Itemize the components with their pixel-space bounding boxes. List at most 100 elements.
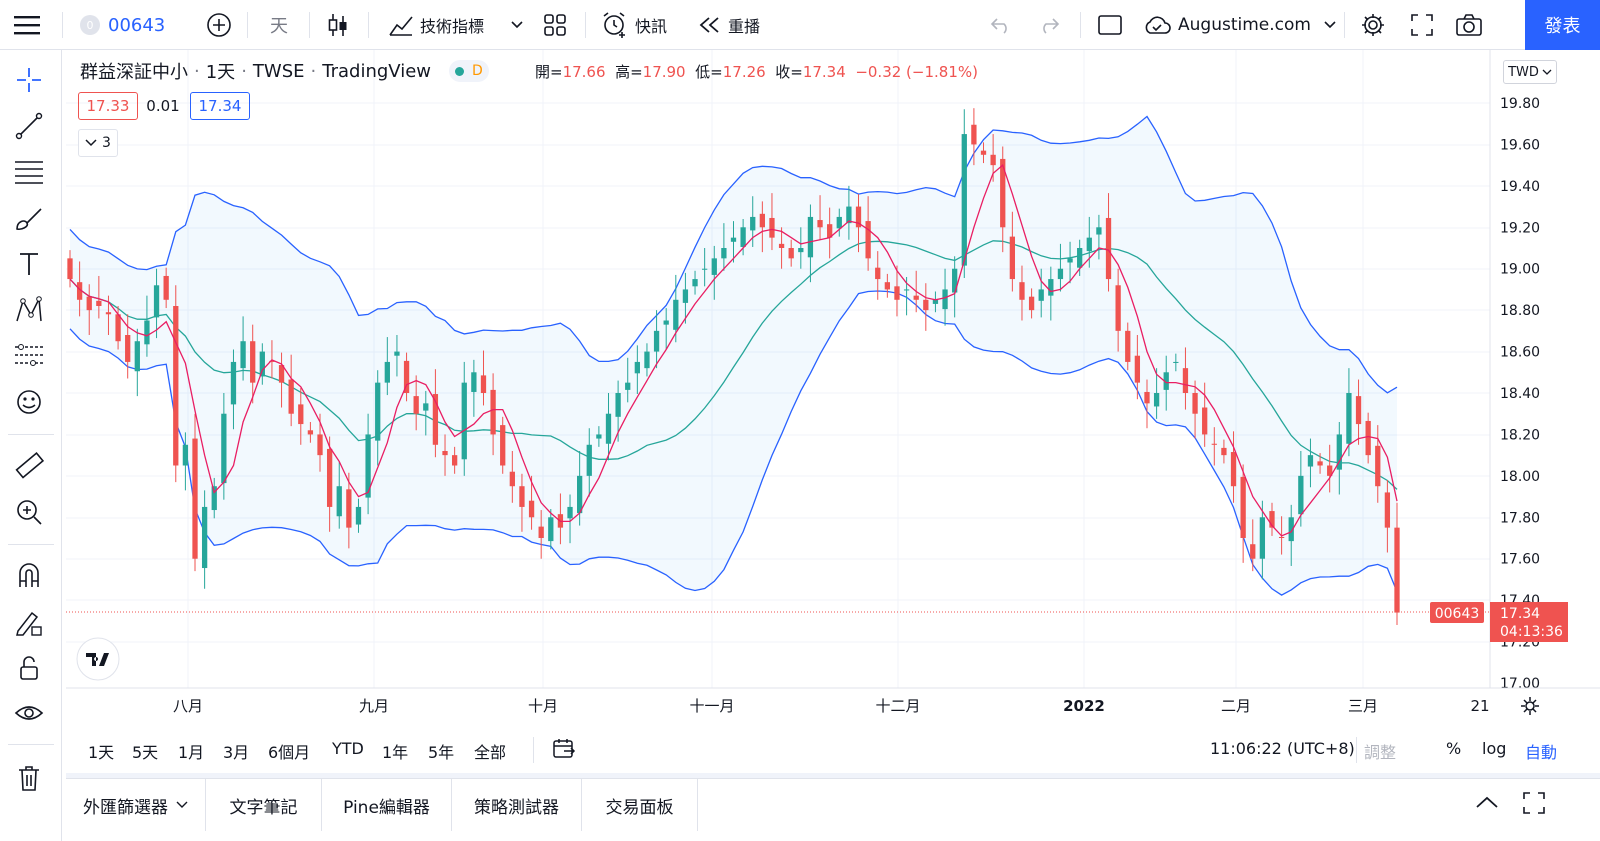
candle-body <box>1394 527 1400 613</box>
candle <box>1125 322 1131 371</box>
menu-icon[interactable] <box>14 0 40 50</box>
candle-body <box>240 341 246 369</box>
candle-body <box>923 299 929 311</box>
tab-pine-editor[interactable]: Pine編輯器 <box>322 779 452 831</box>
undo-icon[interactable] <box>990 0 1012 50</box>
candle <box>682 272 689 324</box>
candle-body <box>1086 237 1092 252</box>
candle <box>644 343 650 377</box>
unlock-icon[interactable] <box>11 650 47 686</box>
price-chart[interactable]: 19.80 19.60 19.40 19.20 19.00 18.80 18.60 18.40… <box>66 50 1600 731</box>
gear-icon[interactable] <box>1360 0 1386 50</box>
price-tick-label: 18.40 <box>1500 386 1540 402</box>
eye-icon[interactable] <box>11 696 47 732</box>
candle-body <box>778 243 785 248</box>
fullscreen-icon[interactable] <box>1410 0 1434 50</box>
fib-retracement-icon[interactable] <box>11 154 47 190</box>
zoom-in-icon[interactable] <box>11 494 47 530</box>
candle <box>1230 431 1237 503</box>
candle <box>875 251 881 300</box>
indicator-count: 3 <box>102 135 111 151</box>
smiley-icon[interactable] <box>11 384 47 420</box>
range-all[interactable]: 全部 <box>474 743 507 762</box>
ruler-icon[interactable] <box>11 448 47 484</box>
pattern-icon[interactable] <box>11 292 47 328</box>
candle-body <box>346 489 352 528</box>
log-toggle[interactable]: log <box>1482 739 1507 758</box>
layout-grid-icon[interactable] <box>543 0 567 50</box>
indicators-button[interactable]: 技術指標 <box>388 0 484 50</box>
fullscreen-layout-icon[interactable] <box>1097 0 1123 50</box>
candle-body <box>1096 227 1102 235</box>
magnet-icon[interactable] <box>11 558 47 594</box>
tab-forex-screener[interactable]: 外匯篩選器 <box>66 779 206 831</box>
candle-body <box>192 438 198 559</box>
candle-body <box>86 296 92 311</box>
auto-scale-toggle[interactable]: 自動 <box>1525 743 1558 762</box>
candle-body <box>115 314 121 342</box>
compare-add-icon[interactable] <box>206 0 232 50</box>
lock-pencil-icon[interactable] <box>11 604 47 640</box>
trash-icon[interactable] <box>11 760 47 796</box>
candle <box>586 428 592 497</box>
camera-icon[interactable] <box>1455 0 1483 50</box>
prediction-icon[interactable] <box>11 338 47 374</box>
replay-button[interactable]: 重播 <box>698 0 760 50</box>
candle-body <box>682 289 689 303</box>
series-legend[interactable]: 群益深証中小 · 1天 · TWSE · TradingView D <box>80 58 489 84</box>
range-5y[interactable]: 5年 <box>428 743 455 762</box>
percent-toggle[interactable]: % <box>1446 739 1462 758</box>
bar-countdown: 04:13:36 <box>1500 624 1563 640</box>
maximize-panel-icon[interactable] <box>1522 791 1546 819</box>
collapse-legend-button[interactable]: 3 <box>78 129 118 157</box>
crosshair-icon[interactable] <box>11 62 47 98</box>
last-price-tag <box>1490 602 1568 642</box>
interval-button[interactable]: 天 <box>270 16 288 37</box>
tab-trading-panel[interactable]: 交易面板 <box>582 779 698 831</box>
account-button[interactable]: Augustime.com <box>1142 0 1337 50</box>
publish-button[interactable]: 發表 <box>1525 0 1600 50</box>
alert-button[interactable]: 快訊 <box>601 0 667 50</box>
price-tick-label: 19.80 <box>1500 96 1540 112</box>
go-to-date-icon[interactable] <box>552 737 576 765</box>
range-1m[interactable]: 1月 <box>178 743 205 762</box>
candle-body <box>750 216 756 231</box>
range-1d[interactable]: 1天 <box>88 743 115 762</box>
candle-body <box>913 295 919 300</box>
bid-price[interactable]: 17.33 <box>78 92 138 120</box>
range-5d[interactable]: 5天 <box>132 743 159 762</box>
range-3m[interactable]: 3月 <box>223 743 250 762</box>
range-1y[interactable]: 1年 <box>382 743 409 762</box>
candle-body <box>1307 455 1314 467</box>
collapse-panel-icon[interactable] <box>1474 793 1500 817</box>
top-toolbar: 0 00643 天 技術指標 快訊 重播 Augustime.com <box>0 0 1600 50</box>
indicators-dropdown-icon[interactable] <box>510 0 524 50</box>
time-tick-label: 十一月 <box>689 697 734 715</box>
candle <box>423 390 429 436</box>
text-tool-icon[interactable] <box>11 246 47 282</box>
candle-style-icon[interactable] <box>326 0 350 50</box>
price-tick-label: 19.60 <box>1500 137 1540 153</box>
candle <box>596 426 602 447</box>
range-ytd[interactable]: YTD <box>332 739 364 758</box>
tab-strategy-tester[interactable]: 策略測試器 <box>452 779 582 831</box>
time-axis[interactable]: 八月 九月 十月 十一月 十二月 2022 二月 三月 21 <box>173 697 1539 715</box>
trend-line-icon[interactable] <box>11 108 47 144</box>
candle <box>1182 347 1189 410</box>
candle-body <box>1269 511 1275 528</box>
tab-text-notes[interactable]: 文字筆記 <box>206 779 322 831</box>
symbol-search[interactable]: 0 00643 <box>80 0 165 50</box>
brush-icon[interactable] <box>11 200 47 236</box>
redo-icon[interactable] <box>1038 0 1060 50</box>
candle-body <box>96 300 102 306</box>
range-6m[interactable]: 6個月 <box>268 743 311 762</box>
axis-settings-icon[interactable] <box>1521 697 1539 715</box>
candle <box>1028 288 1035 319</box>
ask-price[interactable]: 17.34 <box>190 92 250 120</box>
adjust-toggle[interactable]: 調整 <box>1364 743 1397 762</box>
candle-body <box>211 486 217 511</box>
clock-display[interactable]: 11:06:22 (UTC+8) <box>1210 739 1355 758</box>
candle <box>1221 439 1227 464</box>
candle <box>211 477 217 519</box>
currency-selector[interactable]: TWD <box>1503 60 1557 84</box>
